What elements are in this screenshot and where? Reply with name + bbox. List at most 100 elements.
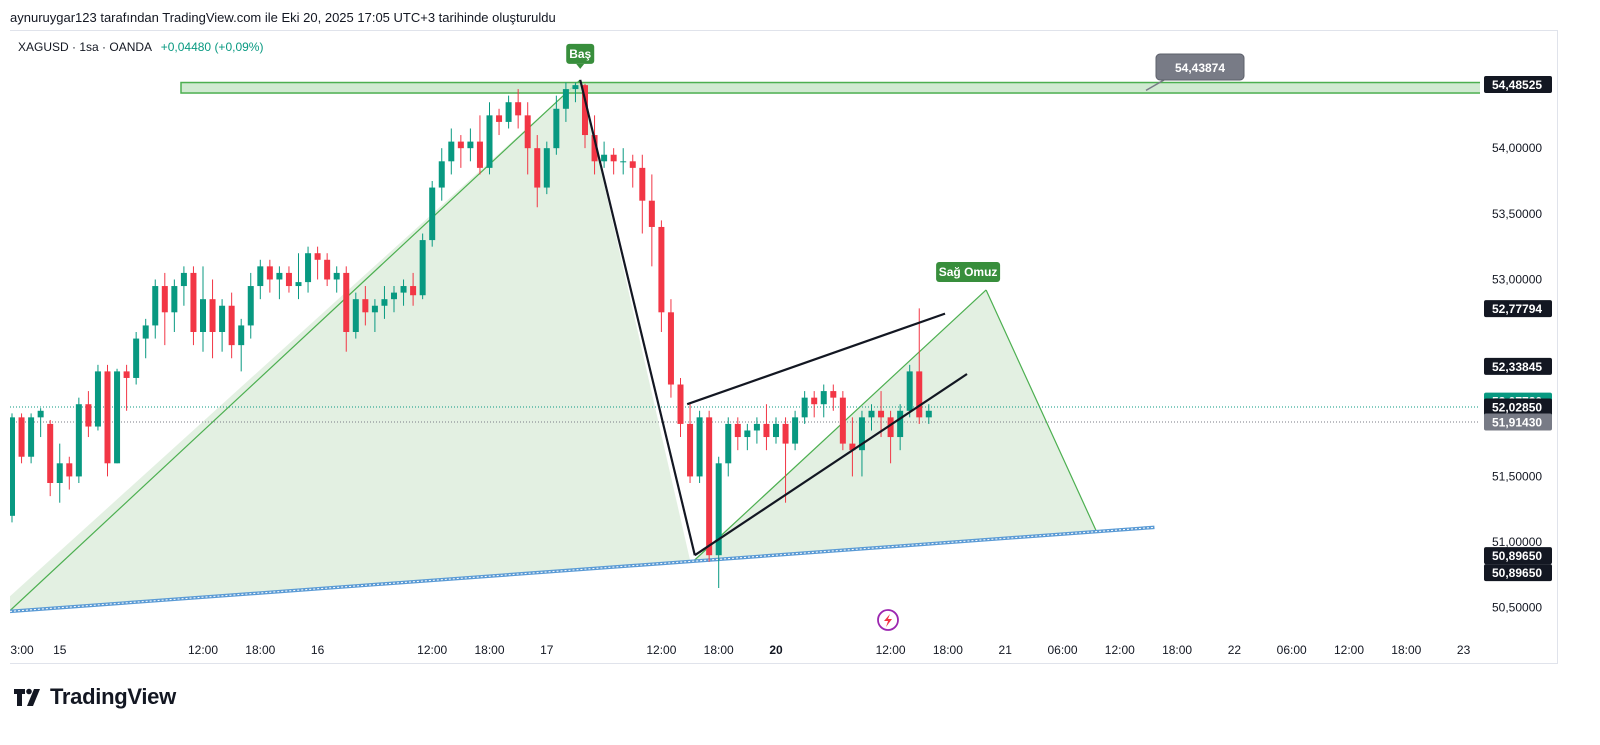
candle-body bbox=[725, 423, 732, 464]
price-tag-label: 50,89650 bbox=[1492, 566, 1542, 580]
candle-body bbox=[285, 272, 292, 287]
candle-body bbox=[190, 272, 197, 332]
candle-body bbox=[276, 272, 283, 280]
candle-body bbox=[238, 325, 245, 346]
pattern-line-rs-right bbox=[985, 289, 1097, 531]
candle-body bbox=[305, 253, 312, 283]
x-axis-tick: 12:00 bbox=[646, 643, 676, 657]
y-axis-tick: 50,50000 bbox=[1492, 601, 1542, 615]
candle-body bbox=[257, 266, 264, 287]
candle-body bbox=[343, 272, 350, 332]
candle-body bbox=[219, 305, 226, 332]
candle-body bbox=[400, 286, 407, 293]
candle-body bbox=[534, 148, 541, 188]
candle-body bbox=[352, 299, 359, 332]
candle-body bbox=[429, 187, 436, 241]
logo-text: TradingView bbox=[50, 684, 176, 709]
candle-body bbox=[782, 423, 789, 444]
candle-body bbox=[85, 404, 92, 427]
x-axis-tick: 12:00 bbox=[1334, 643, 1364, 657]
candle-body bbox=[486, 115, 493, 168]
x-axis-tick: 18:00 bbox=[245, 643, 275, 657]
candle-body bbox=[152, 286, 159, 326]
candle-body bbox=[37, 410, 44, 418]
candle-body bbox=[438, 161, 445, 188]
head-label-box bbox=[566, 43, 595, 64]
candle-body bbox=[801, 397, 808, 418]
event-bolt-icon bbox=[877, 609, 899, 631]
candle-body bbox=[572, 85, 579, 90]
symbol-info[interactable]: XAGUSD · 1sa · OANDA bbox=[18, 40, 152, 54]
candle-body bbox=[515, 102, 522, 116]
candle-body bbox=[878, 410, 885, 418]
price-tag bbox=[1484, 300, 1552, 318]
chart-credit: aynuruygar123 tarafından TradingView.com… bbox=[10, 10, 556, 25]
price-tag-label: 52,33845 bbox=[1492, 360, 1542, 374]
candle-body bbox=[629, 161, 636, 168]
candle-body bbox=[476, 141, 483, 168]
price-tag bbox=[1484, 413, 1552, 431]
y-axis-tick: 53,00000 bbox=[1492, 272, 1542, 286]
candle-body bbox=[266, 266, 273, 280]
candle-body bbox=[133, 338, 140, 378]
symbol-legend[interactable]: XAGUSD · 1sa · OANDA +0,04480 (+0,09%) bbox=[18, 40, 263, 54]
candle-body bbox=[56, 463, 63, 483]
candle-body bbox=[687, 423, 694, 477]
candle-body bbox=[839, 397, 846, 444]
candle-body bbox=[505, 102, 512, 122]
candle-body bbox=[696, 417, 703, 477]
drawn-drop-line bbox=[579, 79, 696, 556]
candle-body bbox=[906, 371, 913, 411]
candle-body bbox=[161, 286, 168, 313]
price-tag bbox=[1484, 564, 1552, 582]
candle-body bbox=[820, 391, 827, 405]
x-axis-tick: 18:00 bbox=[933, 643, 963, 657]
candle-body bbox=[467, 141, 474, 149]
wedge-upper-line bbox=[686, 312, 946, 406]
candle-body bbox=[209, 299, 216, 332]
x-axis-tick: 21 bbox=[999, 643, 1013, 657]
x-axis-tick: 12:00 bbox=[1105, 643, 1135, 657]
tradingview-logo[interactable]: TradingView bbox=[12, 684, 176, 710]
candle-body bbox=[610, 154, 617, 162]
callout-pointer bbox=[1145, 79, 1165, 92]
candle-body bbox=[410, 286, 417, 296]
candle-body bbox=[562, 89, 569, 109]
candle-body bbox=[887, 417, 894, 438]
candle-body bbox=[858, 417, 865, 451]
candle-body bbox=[47, 423, 54, 483]
x-axis-tick: 3:00 bbox=[10, 643, 34, 657]
candle-body bbox=[333, 272, 340, 280]
candle-body bbox=[66, 463, 73, 477]
price-tag bbox=[1484, 357, 1552, 375]
candle-body bbox=[648, 200, 655, 227]
price-tag-label: 51,91430 bbox=[1492, 416, 1542, 430]
callout-box bbox=[1155, 53, 1245, 81]
candle-body bbox=[180, 272, 187, 287]
pattern-fill-head bbox=[10, 79, 691, 611]
x-axis-tick: 22 bbox=[1228, 643, 1242, 657]
chart-frame bbox=[10, 30, 1558, 664]
candle-body bbox=[715, 463, 722, 556]
x-axis-tick: 06:00 bbox=[1277, 643, 1307, 657]
x-axis-tick: 18:00 bbox=[704, 643, 734, 657]
x-axis-tick: 12:00 bbox=[417, 643, 447, 657]
price-tag-label: 52,77794 bbox=[1492, 302, 1542, 316]
callout-label: 54,43874 bbox=[1175, 61, 1225, 75]
neckline-inner bbox=[10, 526, 1155, 612]
candle-body bbox=[667, 312, 674, 385]
tradingview-logo-icon bbox=[14, 688, 40, 706]
candle-body bbox=[200, 299, 206, 332]
candle-body bbox=[295, 282, 302, 287]
pattern-line-left bbox=[10, 79, 581, 611]
x-axis-tick: 06:00 bbox=[1047, 643, 1077, 657]
candle-body bbox=[28, 417, 35, 457]
y-axis-tick: 51,00000 bbox=[1492, 535, 1542, 549]
plot-area bbox=[10, 79, 1480, 614]
candle-body bbox=[706, 417, 713, 556]
right-shoulder-label: Sağ Omuz bbox=[939, 265, 998, 279]
candle-body bbox=[553, 108, 560, 149]
candle-body bbox=[916, 371, 923, 418]
x-axis-tick: 18:00 bbox=[1162, 643, 1192, 657]
